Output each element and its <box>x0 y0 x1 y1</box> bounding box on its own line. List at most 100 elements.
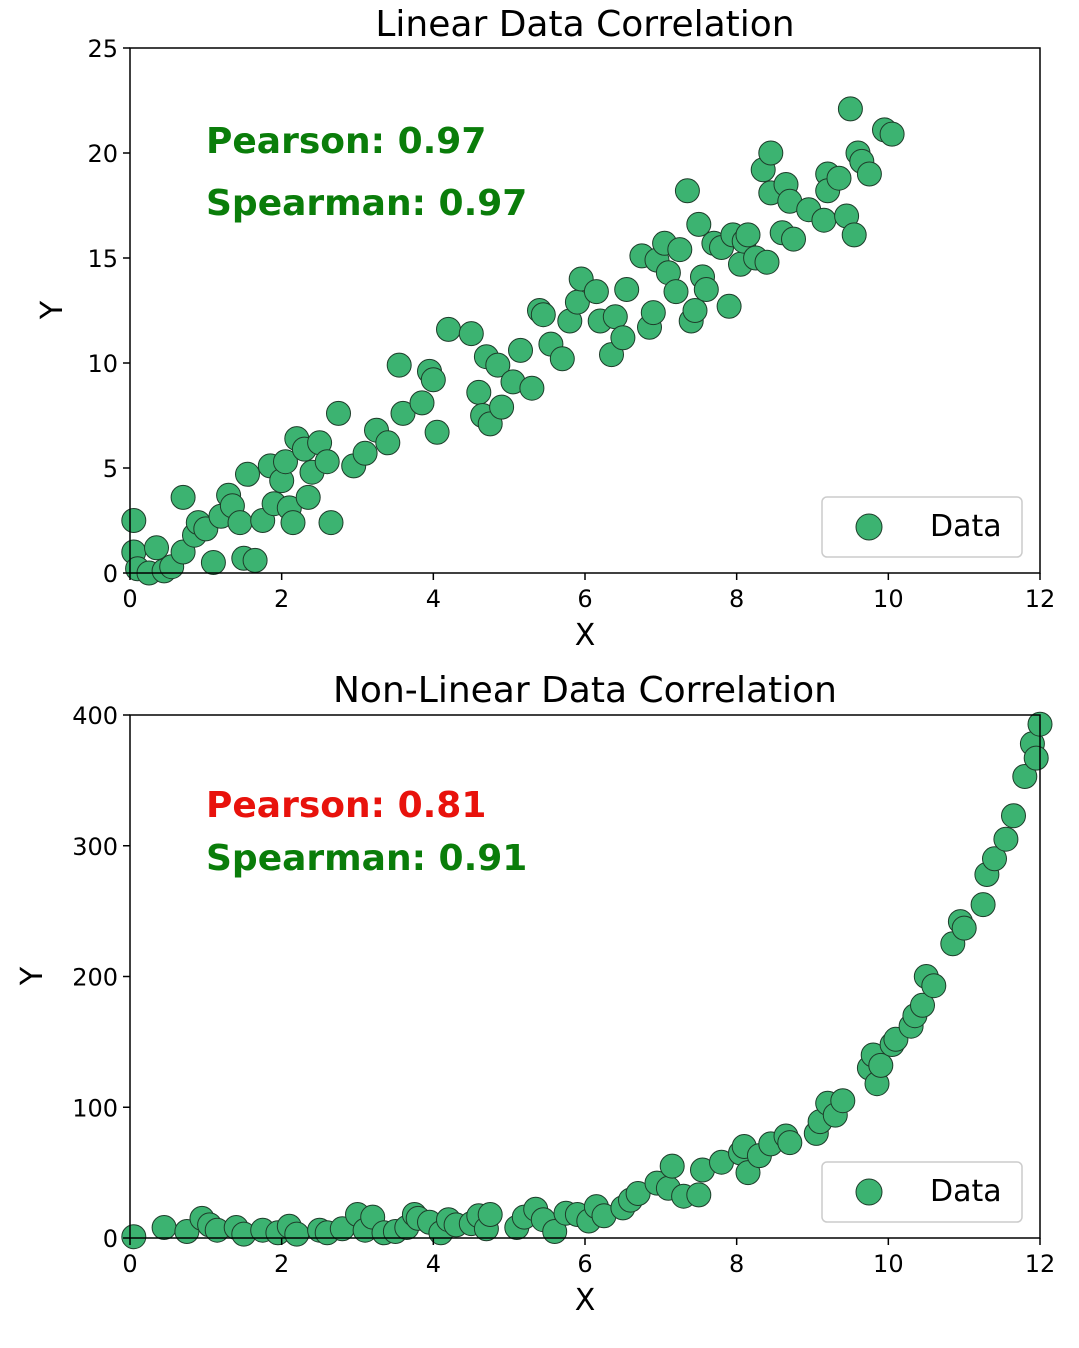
data-point <box>868 1052 894 1078</box>
data-point <box>318 510 344 536</box>
x-tick-label: 4 <box>426 585 441 613</box>
legend-marker <box>855 1178 883 1206</box>
x-tick-label: 2 <box>274 585 289 613</box>
x-tick-label: 8 <box>729 585 744 613</box>
legend-label: Data <box>930 509 1002 544</box>
data-point <box>424 419 450 445</box>
data-point <box>758 140 784 166</box>
data-points <box>121 96 905 586</box>
y-ticks: 0 5 10 15 20 25 <box>87 35 130 588</box>
data-point <box>466 379 492 405</box>
data-point <box>420 367 446 393</box>
data-point <box>375 430 401 456</box>
y-tick-label: 0 <box>103 560 118 588</box>
legend: Data <box>821 1161 1023 1223</box>
data-point <box>921 973 947 999</box>
y-tick-label: 25 <box>87 35 118 63</box>
data-point <box>314 449 340 475</box>
data-point <box>811 207 837 233</box>
data-point <box>602 304 628 330</box>
y-tick-label: 300 <box>72 833 118 861</box>
data-point <box>716 293 742 319</box>
data-point <box>170 484 196 510</box>
data-point <box>841 222 867 248</box>
x-tick-label: 10 <box>873 585 904 613</box>
x-tick-label: 8 <box>729 1250 744 1278</box>
data-point <box>970 892 996 918</box>
data-point <box>583 279 609 305</box>
data-point <box>777 1130 803 1156</box>
data-point <box>530 302 556 328</box>
y-tick-label: 0 <box>103 1225 118 1253</box>
data-point <box>830 1088 856 1114</box>
spearman-stat: Spearman: 0.91 <box>206 838 527 879</box>
data-point <box>295 484 321 510</box>
data-point <box>280 510 306 536</box>
data-point <box>352 440 378 466</box>
x-axis-label: X <box>575 618 596 653</box>
data-point <box>284 1221 310 1247</box>
data-point <box>121 508 147 533</box>
chart-title: Non-Linear Data Correlation <box>333 670 837 711</box>
y-tick-label: 20 <box>87 140 118 168</box>
x-tick-label: 0 <box>122 1250 137 1278</box>
data-point <box>663 279 689 305</box>
legend-marker <box>855 513 883 541</box>
y-tick-label: 10 <box>87 350 118 378</box>
x-ticks: 0 2 4 6 8 10 12 <box>122 1238 1055 1278</box>
data-point <box>144 535 169 561</box>
data-point <box>227 510 253 536</box>
y-tick-label: 100 <box>72 1094 118 1122</box>
data-point <box>326 400 351 426</box>
data-point <box>610 325 636 351</box>
data-point <box>436 316 461 342</box>
data-point <box>242 547 268 573</box>
pearson-stat: Pearson: 0.81 <box>206 785 486 826</box>
data-point <box>235 461 260 487</box>
y-tick-label: 15 <box>87 245 118 273</box>
data-point <box>951 915 977 941</box>
x-tick-label: 2 <box>274 1250 289 1278</box>
data-point <box>659 1153 685 1179</box>
data-point <box>837 96 863 122</box>
data-point <box>121 1224 147 1250</box>
data-point <box>682 298 708 323</box>
data-point <box>409 390 435 416</box>
data-point <box>477 1202 503 1227</box>
data-point <box>390 400 416 426</box>
data-point <box>993 826 1019 852</box>
data-point <box>667 237 693 263</box>
y-tick-label: 5 <box>103 455 118 483</box>
data-point <box>614 277 640 302</box>
legend: Data <box>821 496 1023 558</box>
data-point <box>508 337 533 363</box>
data-point <box>458 321 484 347</box>
data-point <box>485 352 511 378</box>
data-point <box>879 121 905 147</box>
y-axis-label: Y <box>15 966 50 986</box>
data-point <box>735 222 761 248</box>
legend-label: Data <box>930 1174 1002 1209</box>
x-tick-label: 12 <box>1025 585 1056 613</box>
y-tick-label: 400 <box>72 702 118 730</box>
data-point <box>1023 745 1049 771</box>
data-point <box>856 161 882 187</box>
data-point <box>640 300 666 326</box>
data-point <box>982 846 1007 872</box>
data-point <box>686 1182 712 1208</box>
x-tick-label: 4 <box>426 1250 441 1278</box>
y-axis-label: Y <box>35 300 70 320</box>
data-point <box>549 346 575 372</box>
x-ticks: 0 2 4 6 8 10 12 <box>122 573 1055 613</box>
data-point <box>693 277 719 302</box>
data-point <box>674 178 700 204</box>
legend-box <box>821 1161 1023 1223</box>
pearson-stat: Pearson: 0.97 <box>206 121 486 162</box>
data-point <box>273 449 298 475</box>
y-ticks: 0 100 200 300 400 <box>72 702 130 1253</box>
x-axis-label: X <box>575 1283 596 1318</box>
data-points <box>121 711 1053 1250</box>
data-point <box>781 226 806 252</box>
data-point <box>686 211 712 237</box>
y-tick-label: 200 <box>72 964 118 992</box>
